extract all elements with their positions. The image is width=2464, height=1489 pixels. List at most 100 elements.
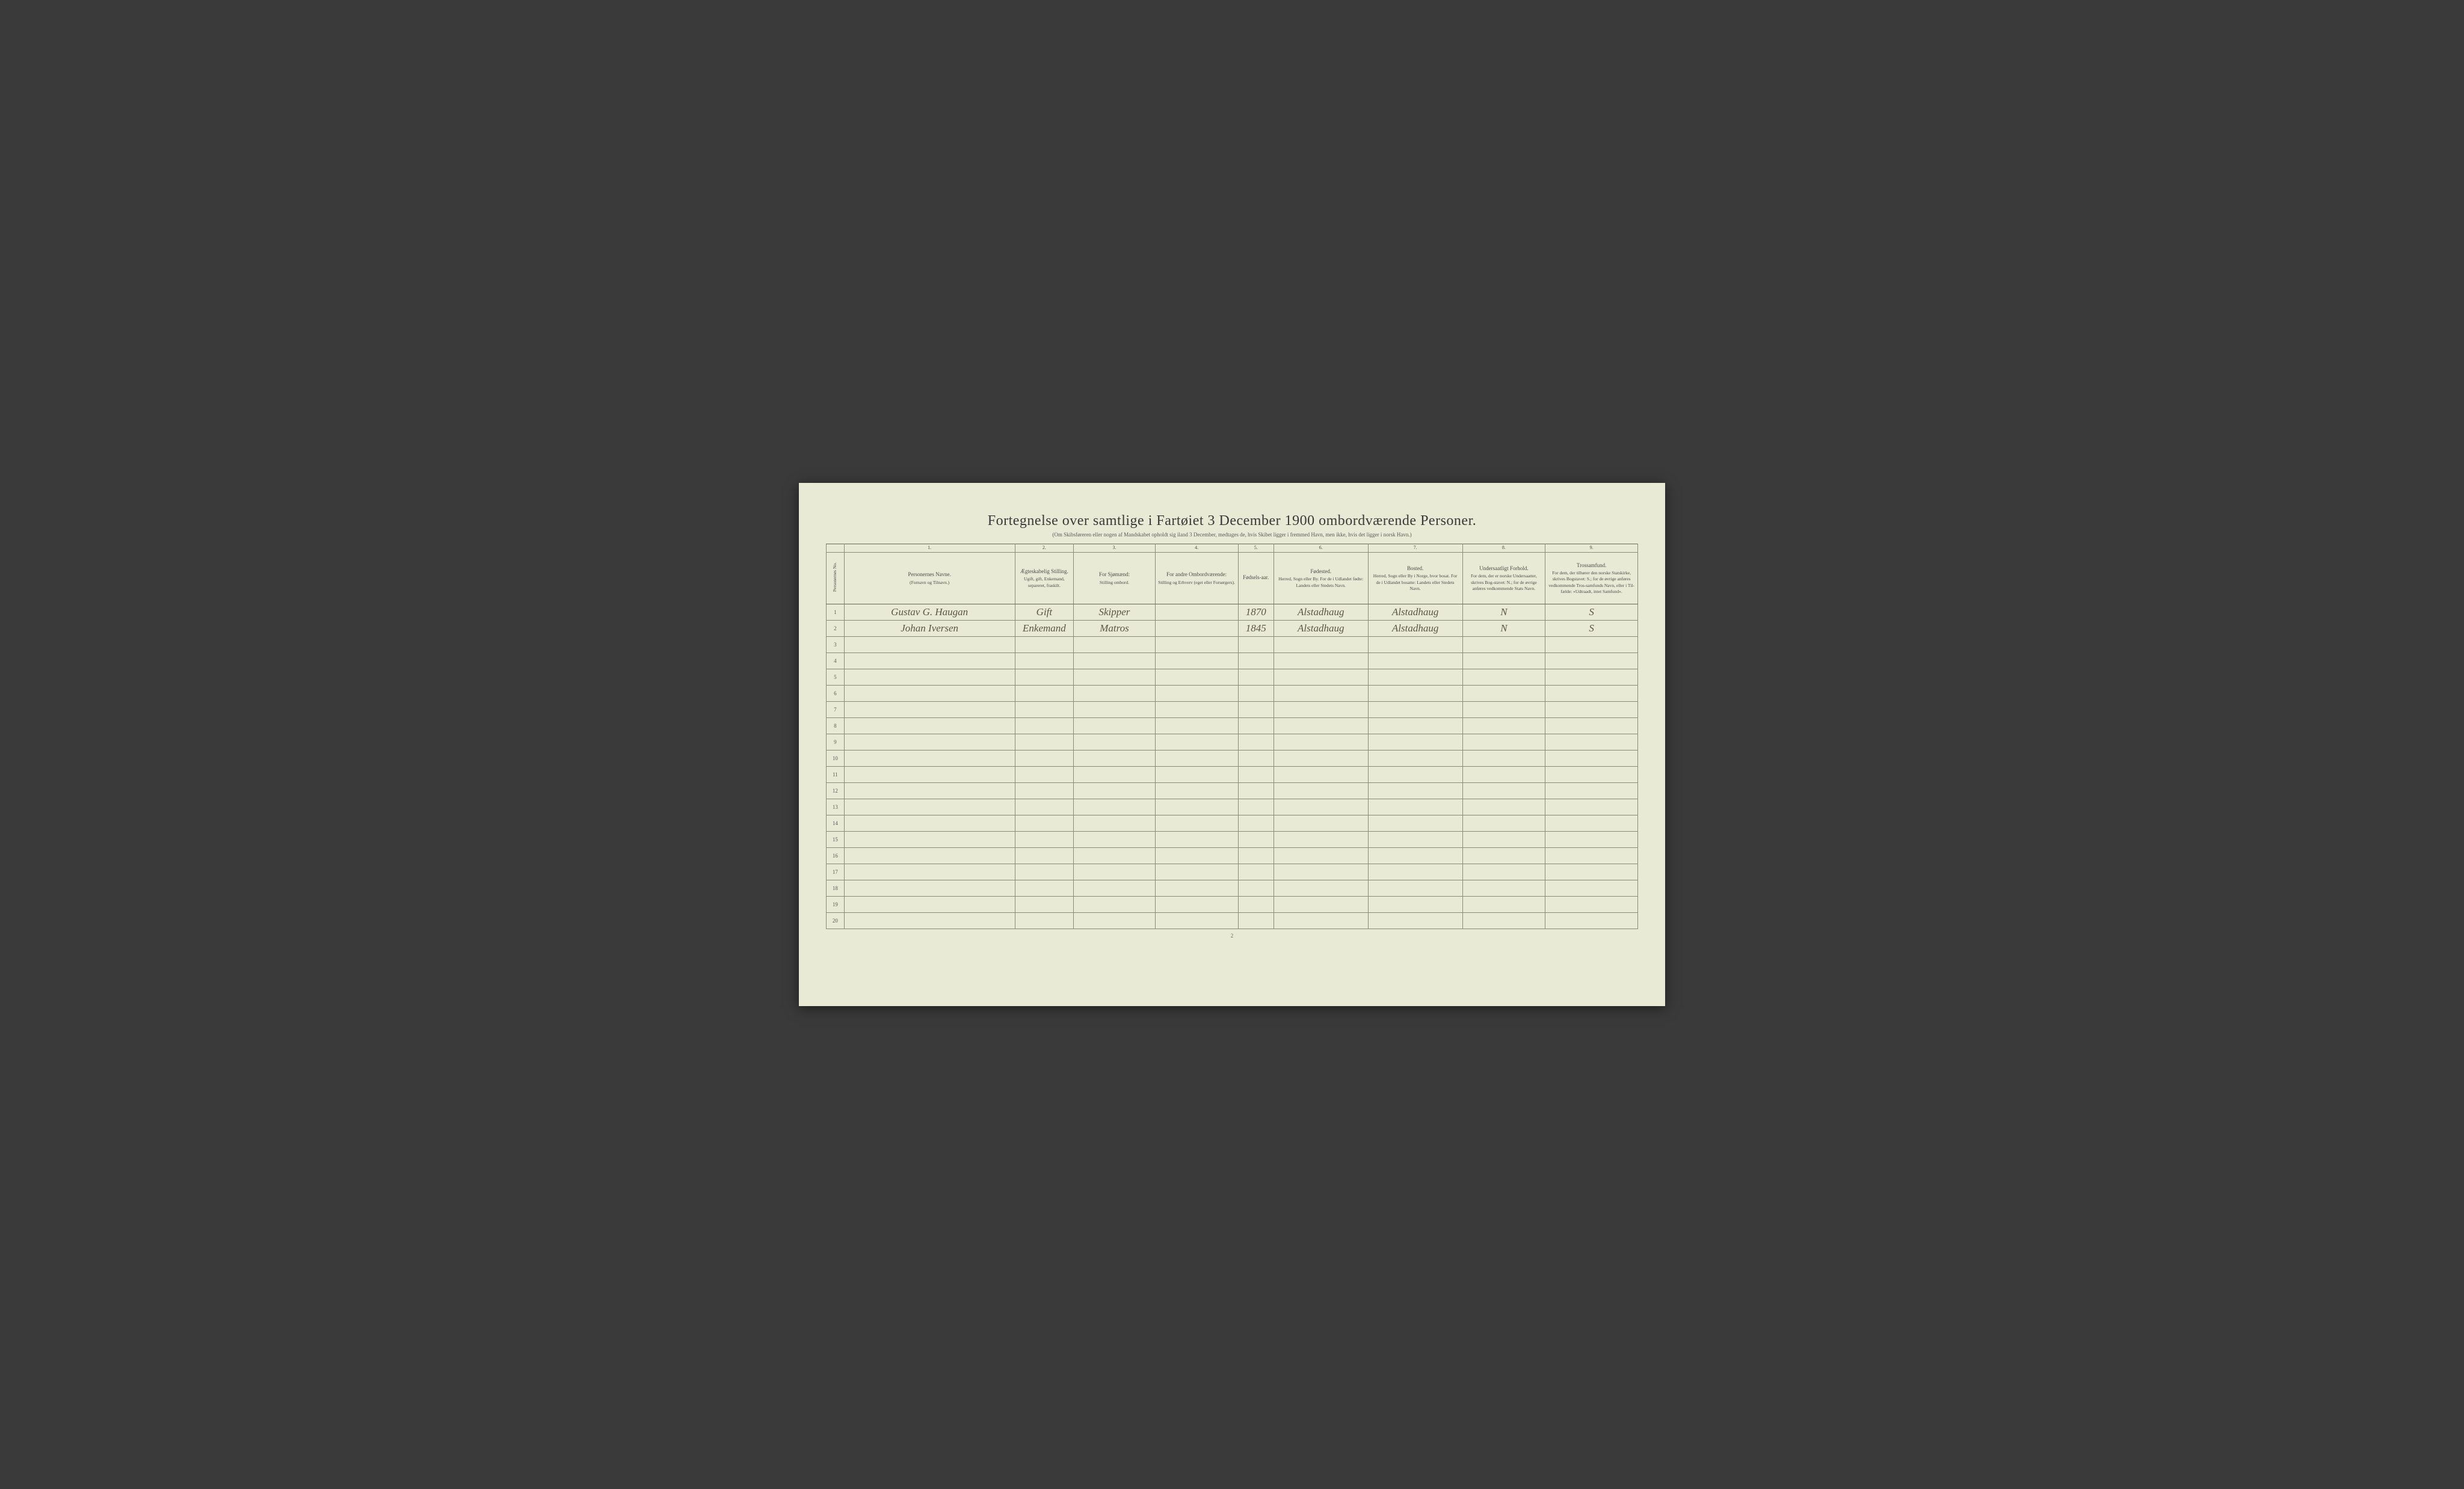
cell-residence bbox=[1368, 686, 1462, 702]
cell-others bbox=[1155, 848, 1238, 864]
cell-year bbox=[1238, 815, 1274, 832]
cell-name bbox=[844, 637, 1015, 653]
cell-birthplace bbox=[1274, 864, 1368, 880]
cell-others bbox=[1155, 832, 1238, 848]
cell-name: Johan Iversen bbox=[844, 621, 1015, 637]
cell-year bbox=[1238, 848, 1274, 864]
cell-marital bbox=[1015, 637, 1073, 653]
cell-religion bbox=[1545, 864, 1638, 880]
cell-religion bbox=[1545, 637, 1638, 653]
cell-year bbox=[1238, 783, 1274, 799]
cell-religion bbox=[1545, 848, 1638, 864]
header-seamen: For Sjømænd: Stilling ombord. bbox=[1074, 553, 1156, 604]
cell-name bbox=[844, 832, 1015, 848]
cell-religion: S bbox=[1545, 621, 1638, 637]
header-year: Fødsels-aar. bbox=[1238, 553, 1274, 604]
header-others-main: For andre Ombordværende: bbox=[1158, 571, 1236, 578]
cell-nationality bbox=[1462, 897, 1545, 913]
cell-birthplace: Alstadhaug bbox=[1274, 621, 1368, 637]
cell-marital bbox=[1015, 783, 1073, 799]
cell-nationality bbox=[1462, 702, 1545, 718]
cell-others bbox=[1155, 734, 1238, 751]
header-name-main: Personernes Navne. bbox=[847, 571, 1012, 578]
cell-residence bbox=[1368, 637, 1462, 653]
colnum-8: 8. bbox=[1462, 544, 1545, 553]
cell-nationality bbox=[1462, 637, 1545, 653]
colnum-4: 4. bbox=[1155, 544, 1238, 553]
cell-religion bbox=[1545, 913, 1638, 929]
cell-nationality bbox=[1462, 815, 1545, 832]
cell-marital bbox=[1015, 669, 1073, 686]
cell-residence bbox=[1368, 718, 1462, 734]
cell-rownum: 20 bbox=[827, 913, 845, 929]
cell-others bbox=[1155, 880, 1238, 897]
header-others: For andre Ombordværende: Stilling og Erh… bbox=[1155, 553, 1238, 604]
footer-page-number: 2 bbox=[826, 933, 1638, 939]
cell-marital bbox=[1015, 880, 1073, 897]
cell-position bbox=[1074, 734, 1156, 751]
cell-position bbox=[1074, 669, 1156, 686]
cell-religion bbox=[1545, 832, 1638, 848]
cell-others bbox=[1155, 604, 1238, 621]
cell-others bbox=[1155, 783, 1238, 799]
cell-marital: Gift bbox=[1015, 604, 1073, 621]
cell-birthplace bbox=[1274, 815, 1368, 832]
cell-position bbox=[1074, 783, 1156, 799]
header-name: Personernes Navne. (Fornavn og Tilnavn.) bbox=[844, 553, 1015, 604]
cell-nationality bbox=[1462, 669, 1545, 686]
header-nationality-main: Undersaatligt Forhold. bbox=[1465, 565, 1543, 572]
colnum-5: 5. bbox=[1238, 544, 1274, 553]
cell-year bbox=[1238, 637, 1274, 653]
register-table-wrap: 1. 2. 3. 4. 5. 6. 7. 8. 9. Personernes N… bbox=[826, 544, 1638, 929]
cell-religion bbox=[1545, 669, 1638, 686]
column-number-row: 1. 2. 3. 4. 5. 6. 7. 8. 9. bbox=[827, 544, 1638, 553]
cell-rownum: 12 bbox=[827, 783, 845, 799]
header-rownum-label: Personernes No. bbox=[832, 562, 838, 592]
cell-marital bbox=[1015, 702, 1073, 718]
cell-marital bbox=[1015, 832, 1073, 848]
cell-year bbox=[1238, 702, 1274, 718]
cell-rownum: 3 bbox=[827, 637, 845, 653]
cell-religion bbox=[1545, 897, 1638, 913]
cell-others bbox=[1155, 702, 1238, 718]
cell-position bbox=[1074, 767, 1156, 783]
table-row: 8 bbox=[827, 718, 1638, 734]
cell-rownum: 13 bbox=[827, 799, 845, 815]
cell-residence bbox=[1368, 767, 1462, 783]
header-seamen-sub: Stilling ombord. bbox=[1076, 580, 1153, 586]
cell-birthplace bbox=[1274, 832, 1368, 848]
cell-position bbox=[1074, 653, 1156, 669]
cell-birthplace bbox=[1274, 751, 1368, 767]
cell-marital bbox=[1015, 815, 1073, 832]
cell-residence: Alstadhaug bbox=[1368, 621, 1462, 637]
cell-rownum: 1 bbox=[827, 604, 845, 621]
cell-year bbox=[1238, 832, 1274, 848]
cell-year bbox=[1238, 734, 1274, 751]
header-marital-sub: Ugift, gift, Enkemand, separeret, fraski… bbox=[1018, 576, 1071, 588]
cell-religion bbox=[1545, 751, 1638, 767]
cell-others bbox=[1155, 767, 1238, 783]
cell-birthplace bbox=[1274, 880, 1368, 897]
cell-residence bbox=[1368, 783, 1462, 799]
table-row: 19 bbox=[827, 897, 1638, 913]
cell-position bbox=[1074, 686, 1156, 702]
header-religion-sub: For dem, der tilhører den norske Statski… bbox=[1548, 570, 1635, 595]
table-row: 11 bbox=[827, 767, 1638, 783]
cell-birthplace bbox=[1274, 767, 1368, 783]
document-page: Fortegnelse over samtlige i Fartøiet 3 D… bbox=[799, 483, 1665, 1006]
cell-religion: S bbox=[1545, 604, 1638, 621]
header-seamen-main: For Sjømænd: bbox=[1076, 571, 1153, 578]
table-row: 16 bbox=[827, 848, 1638, 864]
cell-name bbox=[844, 718, 1015, 734]
cell-religion bbox=[1545, 815, 1638, 832]
cell-others bbox=[1155, 897, 1238, 913]
cell-nationality bbox=[1462, 734, 1545, 751]
cell-others bbox=[1155, 653, 1238, 669]
table-row: 17 bbox=[827, 864, 1638, 880]
cell-residence bbox=[1368, 913, 1462, 929]
table-row: 18 bbox=[827, 880, 1638, 897]
cell-birthplace: Alstadhaug bbox=[1274, 604, 1368, 621]
cell-marital bbox=[1015, 897, 1073, 913]
cell-marital bbox=[1015, 848, 1073, 864]
cell-position bbox=[1074, 832, 1156, 848]
